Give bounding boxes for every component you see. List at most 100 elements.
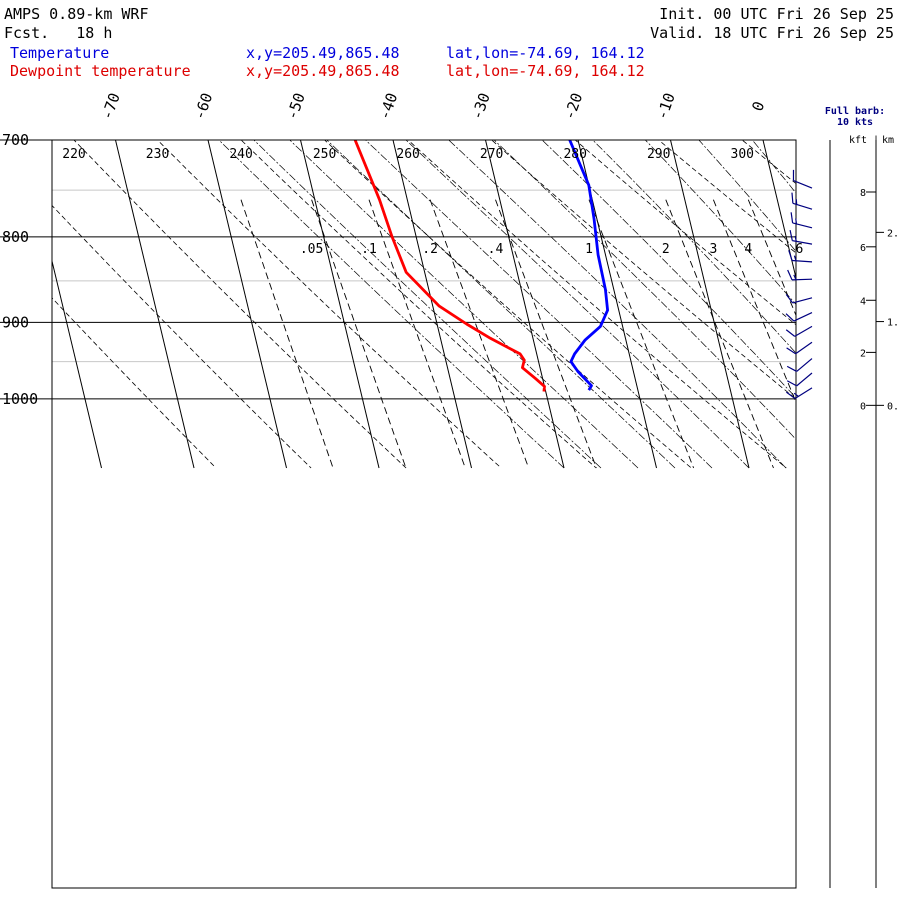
dewpoint-xy: x,y=205.49,865.48 (246, 62, 400, 80)
moist-adiabat-line (541, 140, 796, 399)
moist-adiabat-line (773, 28, 900, 468)
wind-barb (785, 312, 813, 322)
mixing-ratio-label: 6 (796, 242, 804, 257)
temperature-tick-label: -60 (190, 90, 216, 122)
height-axis: kft | km 8 6 4 2 0 2. 1. 0. (829, 135, 899, 888)
wind-barb (788, 250, 813, 263)
wind-barb-full (785, 329, 796, 337)
wind-barb-staff (796, 358, 813, 372)
wind-barb-full (792, 169, 795, 181)
theta-label: 250 (313, 147, 336, 162)
temperature-tick-label: -10 (653, 90, 679, 122)
model-name: AMPS 0.89-km WRF (4, 5, 149, 23)
wind-barb-staff (796, 372, 813, 387)
dewpoint-latlon: lat,lon=-74.69, 164.12 (446, 62, 645, 80)
dewpoint-line (353, 140, 546, 392)
dry-adiabat-line (491, 140, 796, 400)
wind-barb-staff (794, 387, 813, 400)
mixing-ratio-lines (240, 199, 900, 469)
wind-barb (785, 387, 813, 400)
temperature-line (568, 140, 609, 391)
mixing-ratio-line (240, 199, 334, 469)
dry-adiabat-line (767, 28, 900, 468)
wind-barb-full (785, 313, 795, 322)
barb-legend-line2: 10 kts (837, 117, 873, 128)
wind-barb-full (786, 347, 796, 355)
theta-label: 240 (229, 147, 252, 162)
pressure-tick-label: 800 (2, 228, 29, 246)
wind-barb-staff (792, 259, 813, 263)
theta-label: 290 (647, 147, 670, 162)
wind-barb-staff (791, 278, 813, 281)
mixing-ratio-line (429, 199, 530, 469)
wind-barb-full (786, 365, 797, 372)
mixing-ratio-line (800, 200, 900, 468)
isotherm-line (114, 140, 195, 469)
mixing-ratio-label: 1 (585, 242, 593, 257)
temperature-tick-label: -30 (468, 90, 494, 122)
km-label: km (882, 135, 894, 146)
plot-area (52, 28, 900, 469)
pressure-tick-label: 900 (2, 313, 29, 331)
wind-barb-full (787, 269, 793, 281)
dewpoint-legend: Dewpoint temperature (10, 62, 191, 80)
wind-barb-staff (792, 297, 813, 304)
mixing-ratio-label: .4 (488, 242, 504, 257)
mixing-ratio-line (665, 199, 774, 469)
isotherm-line (207, 140, 288, 469)
mixing-ratio-label: .2 (422, 242, 438, 257)
km-tick-label: 0. (887, 401, 899, 412)
wind-barb-full (786, 380, 797, 387)
barb-legend: Full barb: 10 kts (825, 106, 885, 128)
theta-label: 260 (396, 147, 419, 162)
wind-barb (785, 325, 813, 337)
mixing-ratio-line (368, 199, 466, 469)
moist-adiabat-line (405, 140, 750, 469)
km-tick-label: 1. (887, 318, 899, 329)
kft-tick-label: 0 (860, 401, 866, 412)
isotherm-line (299, 140, 380, 469)
wind-barb-full (785, 293, 794, 304)
wind-barb-full (789, 229, 793, 241)
wind-barb-staff (794, 325, 813, 337)
isotherm-line (484, 140, 565, 469)
wind-barb-staff (795, 341, 813, 355)
moist-adiabat-line (716, 28, 900, 468)
wind-barb-full (788, 250, 793, 261)
wind-barb (791, 192, 813, 210)
wind-barb-full (791, 192, 794, 204)
km-tick-label: 2. (887, 228, 899, 239)
wind-barbs (785, 169, 813, 400)
wind-barb (786, 341, 813, 355)
isotherm-line (577, 140, 658, 469)
pressure-tick-label: 700 (2, 131, 29, 149)
mixing-ratio-label: .05 (300, 242, 323, 257)
dry-adiabat-line (156, 140, 502, 469)
mixing-ratio-line (311, 199, 407, 469)
wind-barb-staff (792, 222, 813, 229)
mixing-ratio-label: 3 (709, 242, 717, 257)
temperature-tick-label: -70 (98, 90, 124, 122)
temperature-latlon: lat,lon=-74.69, 164.12 (446, 44, 645, 62)
moist-adiabat-line (364, 140, 713, 469)
moist-adiabat-line (493, 140, 796, 440)
barb-legend-line1: Full barb: (825, 106, 885, 117)
dry-adiabats (52, 28, 900, 469)
temperature-xy: x,y=205.49,865.48 (246, 44, 400, 62)
wind-barb-half (795, 199, 798, 205)
temperature-tick-label: -20 (560, 90, 586, 122)
kft-tick-label: 4 (860, 296, 866, 307)
dry-adiabat-line (324, 140, 692, 469)
moist-adiabat-line (289, 140, 639, 469)
theta-label: 300 (731, 147, 754, 162)
init-time: Init. 00 UTC Fri 26 Sep 25 (659, 5, 894, 23)
wind-barb (786, 372, 813, 387)
wind-barb-full (790, 212, 794, 224)
mixing-ratio-line (495, 199, 597, 469)
dry-adiabat-line (741, 140, 796, 185)
kft-tick-label: 2 (860, 348, 866, 359)
isotherms (52, 140, 796, 469)
temperature-tick-label: -40 (375, 90, 401, 122)
